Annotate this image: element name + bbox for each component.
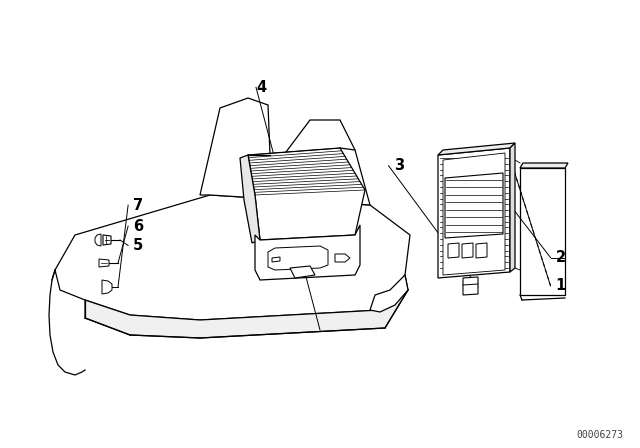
Polygon shape	[520, 163, 568, 168]
Polygon shape	[200, 98, 370, 205]
Polygon shape	[510, 143, 515, 272]
Text: 5: 5	[133, 238, 143, 253]
Polygon shape	[272, 257, 280, 262]
Polygon shape	[95, 234, 101, 246]
Polygon shape	[463, 277, 478, 295]
Polygon shape	[85, 275, 408, 338]
Polygon shape	[248, 148, 365, 240]
Polygon shape	[255, 225, 360, 280]
Polygon shape	[268, 246, 328, 270]
Text: 00006273: 00006273	[577, 430, 623, 440]
Polygon shape	[55, 195, 410, 320]
Polygon shape	[462, 243, 473, 258]
Polygon shape	[103, 235, 111, 245]
Polygon shape	[476, 243, 487, 258]
Text: 4: 4	[256, 80, 266, 95]
Polygon shape	[102, 280, 112, 294]
Polygon shape	[335, 254, 350, 262]
Polygon shape	[240, 155, 260, 243]
Text: 7: 7	[133, 198, 143, 213]
Polygon shape	[443, 153, 505, 275]
Polygon shape	[438, 148, 510, 278]
Polygon shape	[370, 275, 408, 312]
Text: 2: 2	[556, 250, 566, 265]
Polygon shape	[520, 168, 565, 295]
Polygon shape	[438, 143, 515, 155]
Polygon shape	[445, 173, 503, 238]
Polygon shape	[99, 259, 109, 267]
Text: 1: 1	[556, 278, 566, 293]
Polygon shape	[448, 243, 459, 258]
Text: 3: 3	[394, 158, 404, 173]
Polygon shape	[290, 266, 315, 278]
Text: 6: 6	[133, 219, 143, 234]
